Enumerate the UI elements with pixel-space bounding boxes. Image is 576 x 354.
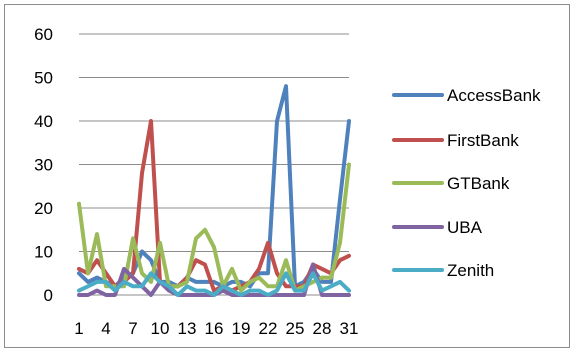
x-tick-label: 19	[232, 319, 251, 338]
series-line-accessbank	[77, 84, 351, 289]
y-tick-label: 50	[34, 69, 53, 88]
legend-label-firstbank: FirstBank	[447, 131, 519, 150]
legend-label-uba: UBA	[447, 218, 483, 237]
y-tick-label: 0	[44, 286, 53, 305]
legend-label-accessbank: AccessBank	[447, 86, 541, 105]
x-tick-label: 25	[286, 319, 305, 338]
x-tick-label: 13	[178, 319, 197, 338]
series-line-firstbank	[77, 119, 351, 293]
x-tick-label: 1	[74, 319, 83, 338]
series-lines	[77, 84, 351, 297]
x-axis-ticks: 1 4 7 10 13 16 19 22 25 28 31	[74, 319, 358, 338]
x-tick-label: 31	[340, 319, 359, 338]
series-line-zenith	[77, 271, 351, 297]
x-tick-label: 16	[205, 319, 224, 338]
x-tick-label: 22	[259, 319, 278, 338]
y-tick-label: 10	[34, 243, 53, 262]
y-axis-ticks: 0 10 20 30 40 50 60	[34, 25, 53, 305]
y-tick-label: 40	[34, 112, 53, 131]
y-tick-label: 60	[34, 25, 53, 44]
x-tick-label: 28	[313, 319, 332, 338]
y-tick-label: 30	[34, 156, 53, 175]
legend: AccessBank FirstBank GTBank UBA Zenith	[392, 86, 541, 280]
x-tick-label: 10	[151, 319, 170, 338]
legend-label-zenith: Zenith	[447, 261, 494, 280]
y-tick-label: 20	[34, 199, 53, 218]
x-tick-label: 4	[101, 319, 110, 338]
x-tick-label: 7	[128, 319, 137, 338]
legend-label-gtbank: GTBank	[447, 174, 510, 193]
